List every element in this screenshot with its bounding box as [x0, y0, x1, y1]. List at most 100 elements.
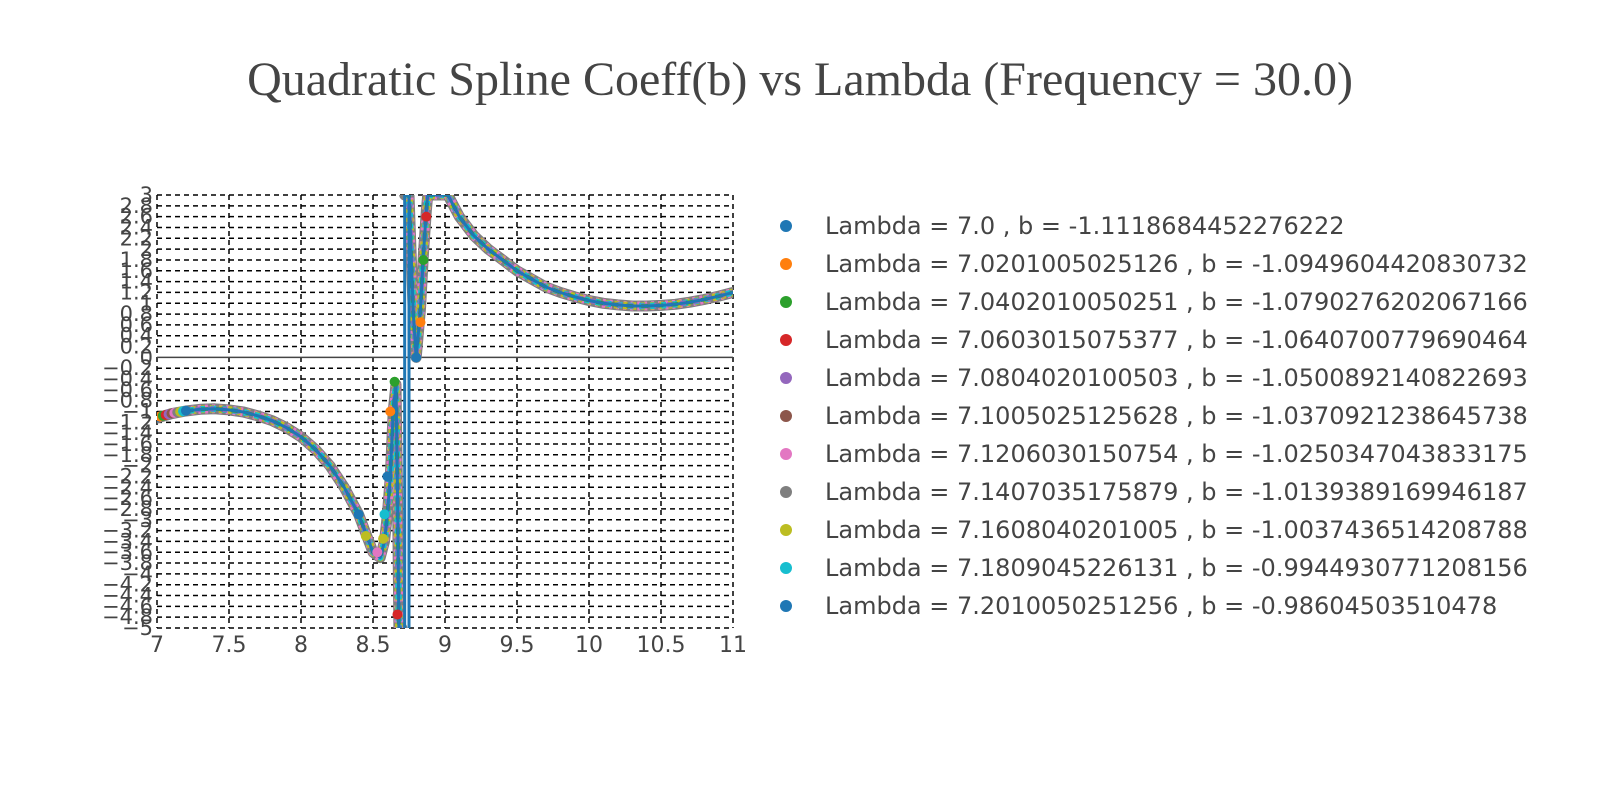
- y-tick-label: −2.2: [102, 464, 153, 488]
- x-tick-label: 10.5: [637, 633, 686, 658]
- curve-band-overlay: [404, 195, 733, 360]
- y-tick-label: −4.4: [102, 584, 153, 608]
- y-tick-label: −4.8: [102, 605, 153, 629]
- legend-item[interactable]: Lambda = 7.1608040201005 , b = -1.003743…: [780, 511, 1600, 549]
- data-point: [180, 405, 191, 416]
- legend-item[interactable]: Lambda = 7.0 , b = -1.1118684452276222: [780, 207, 1600, 245]
- legend-item[interactable]: Lambda = 7.1809045226131 , b = -0.994493…: [780, 549, 1600, 587]
- curve-band-overlay: [404, 195, 733, 362]
- y-tick-labels: −5−4.8−4.6−4.4−4.2−4−3.8−3.6−3.4−3.2−3−2…: [102, 183, 153, 640]
- y-tick-label: −4: [122, 562, 153, 586]
- data-point: [421, 211, 432, 222]
- y-tick-label: −0.6: [102, 378, 153, 402]
- legend-item[interactable]: Lambda = 7.1407035175879 , b = -1.013938…: [780, 473, 1600, 511]
- legend-marker-icon: [780, 524, 792, 536]
- legend-marker-icon: [780, 258, 792, 270]
- data-point: [382, 471, 393, 482]
- y-tick-label: −3.6: [102, 540, 153, 564]
- legend-marker-icon: [780, 220, 792, 232]
- data-point: [379, 509, 390, 520]
- legend-label: Lambda = 7.1005025125628 , b = -1.037092…: [825, 402, 1528, 430]
- data-point: [392, 609, 403, 620]
- legend-marker-icon: [780, 600, 792, 612]
- x-tick-label: 7.5: [212, 633, 247, 658]
- curve-band-overlay: [157, 381, 403, 628]
- x-tick-label: 10: [575, 633, 603, 658]
- y-tick-label: −2.6: [102, 486, 153, 510]
- grid-layer: [156, 194, 734, 629]
- legend-label: Lambda = 7.0 , b = -1.1118684452276222: [825, 212, 1345, 240]
- curve-band-overlay: [404, 195, 733, 361]
- legend-label: Lambda = 7.0804020100503 , b = -1.050089…: [825, 364, 1528, 392]
- x-tick-label: 11: [719, 633, 747, 658]
- y-tick-label: −2.8: [102, 497, 153, 521]
- y-tick-label: −4.6: [102, 594, 153, 618]
- y-tick-label: −5: [122, 616, 153, 640]
- curve-line: [157, 382, 402, 628]
- y-tick-label: 1.2: [120, 280, 153, 304]
- plot-area: −5−4.8−4.6−4.4−4.2−4−3.8−3.6−3.4−3.2−3−2…: [102, 183, 747, 658]
- legend-item[interactable]: Lambda = 7.1005025125628 , b = -1.037092…: [780, 397, 1600, 435]
- y-tick-label: 2: [140, 237, 153, 261]
- legend-item[interactable]: Lambda = 7.0804020100503 , b = -1.050089…: [780, 359, 1600, 397]
- curve-band: [399, 195, 733, 363]
- legend-item[interactable]: Lambda = 7.2010050251256 , b = -0.986045…: [780, 587, 1600, 625]
- y-tick-label: −0.8: [102, 389, 153, 413]
- y-tick-label: −3: [122, 508, 153, 532]
- y-tick-label: −3.4: [102, 529, 153, 553]
- legend-item[interactable]: Lambda = 7.0201005025126 , b = -1.094960…: [780, 245, 1600, 283]
- legend-marker-icon: [780, 562, 792, 574]
- y-tick-label: 0.4: [120, 324, 153, 348]
- legend-label: Lambda = 7.1206030150754 , b = -1.025034…: [825, 440, 1528, 468]
- y-tick-label: 1: [140, 291, 153, 315]
- data-point: [415, 317, 426, 328]
- y-tick-label: −3.8: [102, 551, 153, 575]
- data-point: [372, 547, 383, 558]
- x-tick-labels: 7 7.5 8 8.5 9 9.5 10 10.5 11: [150, 633, 747, 658]
- x-tick-label: 8.5: [356, 633, 391, 658]
- y-tick-label: −3.2: [102, 519, 153, 543]
- legend-item[interactable]: Lambda = 7.0603015075377 , b = -1.064070…: [780, 321, 1600, 359]
- y-tick-label: −2.4: [102, 475, 153, 499]
- x-tick-label: 9.5: [500, 633, 535, 658]
- y-tick-label: 0: [140, 345, 153, 369]
- legend-marker-icon: [780, 448, 792, 460]
- legend-marker-icon: [780, 334, 792, 346]
- legend-label: Lambda = 7.0201005025126 , b = -1.094960…: [825, 250, 1528, 278]
- y-tick-label: 2.2: [120, 226, 153, 250]
- data-point: [360, 530, 371, 541]
- data-point: [389, 376, 400, 387]
- y-tick-label: 1.8: [120, 248, 153, 272]
- y-tick-label: −1.6: [102, 432, 153, 456]
- legend-marker-icon: [780, 410, 792, 422]
- curve-line: [404, 195, 733, 359]
- legend-item[interactable]: Lambda = 7.0402010050251 , b = -1.079027…: [780, 283, 1600, 321]
- data-point: [378, 533, 389, 544]
- y-tick-label: −0.2: [102, 356, 153, 380]
- legend-label: Lambda = 7.0402010050251 , b = -1.079027…: [825, 288, 1528, 316]
- y-tick-label: −1.2: [102, 410, 153, 434]
- legend-marker-icon: [780, 372, 792, 384]
- legend[interactable]: Lambda = 7.0 , b = -1.1118684452276222 La…: [780, 207, 1600, 644]
- y-tick-label: −0.4: [102, 367, 153, 391]
- y-tick-label: 2.6: [120, 205, 153, 229]
- data-point: [385, 406, 396, 417]
- data-point: [411, 352, 422, 363]
- y-tick-label: −4.2: [102, 573, 153, 597]
- y-tick-label: 0.8: [120, 302, 153, 326]
- y-tick-label: 1.4: [120, 270, 153, 294]
- legend-marker-icon: [780, 486, 792, 498]
- y-tick-label: 1.6: [120, 259, 153, 283]
- y-tick-label: −1.8: [102, 443, 153, 467]
- data-point: [353, 509, 364, 520]
- legend-label: Lambda = 7.1407035175879 , b = -1.013938…: [825, 478, 1528, 506]
- legend-label: Lambda = 7.2010050251256 , b = -0.986045…: [825, 592, 1498, 620]
- y-tick-label: 2.8: [120, 194, 153, 218]
- y-tick-label: 3: [140, 183, 153, 207]
- y-tick-label: 0.6: [120, 313, 153, 337]
- y-tick-label: −2: [122, 454, 153, 478]
- y-tick-label: −1: [122, 400, 153, 424]
- legend-item[interactable]: Lambda = 7.1206030150754 , b = -1.025034…: [780, 435, 1600, 473]
- x-tick-label: 8: [294, 633, 308, 658]
- legend-marker-icon: [780, 296, 792, 308]
